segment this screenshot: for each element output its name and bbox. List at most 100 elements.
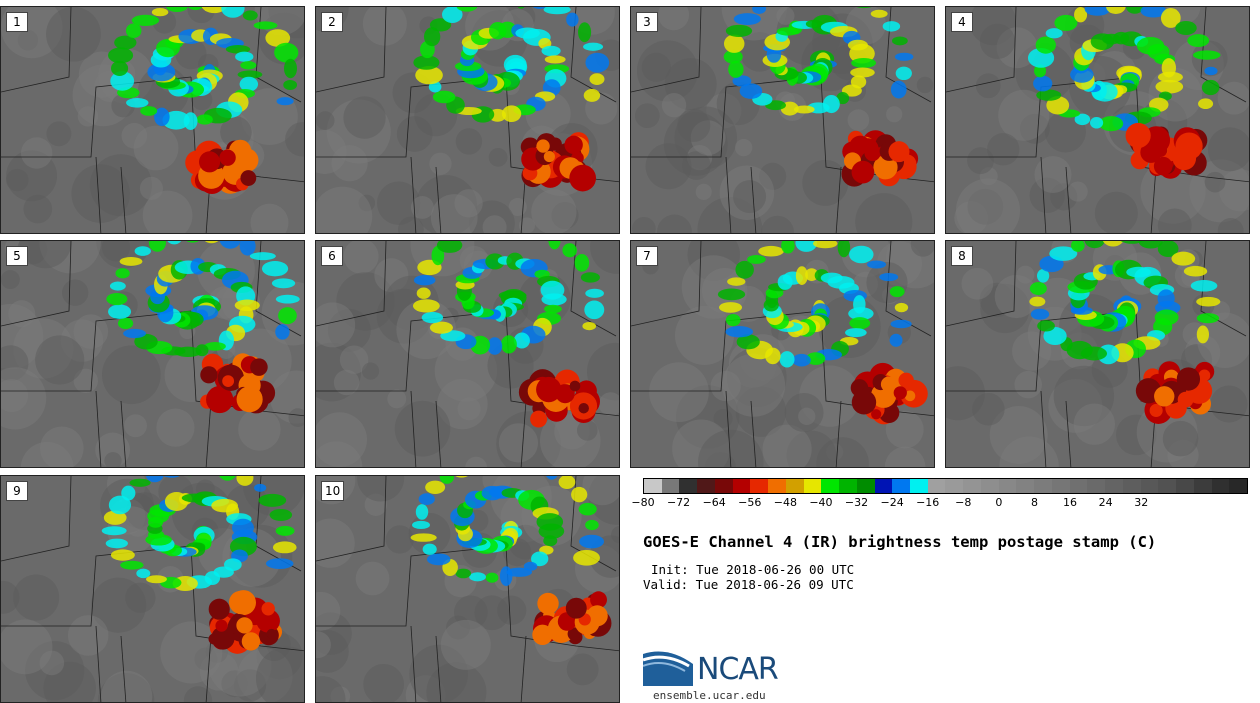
cloud-texture bbox=[23, 194, 53, 224]
cloud-band bbox=[792, 353, 811, 367]
cloud-band bbox=[813, 241, 838, 249]
cloud-band bbox=[558, 476, 576, 490]
cloud-band bbox=[574, 254, 590, 272]
convective-cell bbox=[1153, 142, 1168, 158]
cloud-band bbox=[1029, 282, 1047, 296]
cloud-band bbox=[1036, 89, 1062, 101]
cloud-texture bbox=[355, 561, 390, 596]
cloud-band bbox=[723, 34, 745, 53]
cloud-texture bbox=[13, 574, 60, 621]
cloud-texture bbox=[67, 615, 109, 656]
cloud-texture bbox=[975, 73, 1001, 99]
cloud-band bbox=[1106, 7, 1126, 14]
convective-cell bbox=[1149, 403, 1163, 417]
cloud-band bbox=[580, 272, 600, 283]
site-url: ensemble.ucar.edu bbox=[653, 689, 766, 702]
state-border bbox=[946, 7, 1017, 93]
stamp-panel-8: 8 bbox=[945, 240, 1250, 468]
cloud-band bbox=[418, 493, 435, 506]
cloud-band bbox=[410, 533, 437, 542]
cloud-texture bbox=[104, 452, 122, 467]
cloud-texture bbox=[316, 518, 355, 568]
cloud-texture bbox=[816, 437, 869, 467]
convective-cell bbox=[261, 602, 275, 616]
stamp-panel-5: 5 bbox=[0, 240, 305, 468]
state-border bbox=[120, 400, 127, 467]
state-border bbox=[95, 156, 102, 233]
cloud-band bbox=[589, 73, 605, 85]
convective-cell bbox=[530, 410, 548, 428]
cloud-texture bbox=[139, 176, 164, 200]
cloud-band bbox=[850, 67, 875, 78]
cloud-band bbox=[441, 7, 463, 23]
colorbar-tick-label: −64 bbox=[702, 496, 726, 509]
state-border bbox=[631, 241, 702, 327]
cloud-texture bbox=[288, 408, 304, 427]
cloud-band bbox=[544, 55, 566, 64]
cloud-texture bbox=[482, 215, 507, 233]
cloud-texture bbox=[1094, 191, 1138, 233]
cloud-band bbox=[541, 45, 561, 57]
cloud-texture bbox=[847, 109, 870, 131]
state-border bbox=[570, 7, 617, 103]
cloud-band bbox=[498, 21, 517, 38]
state-border bbox=[1200, 7, 1247, 103]
stamp-panel-10: 10 bbox=[315, 475, 620, 703]
cloud-band bbox=[485, 572, 499, 583]
cloud-band bbox=[1084, 241, 1105, 249]
cloud-texture bbox=[316, 591, 341, 631]
panel-number: 1 bbox=[6, 12, 28, 32]
cloud-band bbox=[1120, 241, 1144, 244]
cloud-band bbox=[805, 268, 819, 281]
cloud-texture bbox=[734, 138, 753, 157]
colorbar-swatch bbox=[998, 479, 1017, 493]
cloud-band bbox=[261, 261, 289, 277]
cloud-texture bbox=[255, 646, 304, 702]
cloud-band bbox=[1074, 7, 1088, 23]
cloud-band bbox=[890, 319, 912, 329]
cloud-band bbox=[413, 275, 436, 286]
cloud-texture bbox=[440, 619, 491, 670]
cloud-band bbox=[513, 332, 530, 349]
cloud-band bbox=[501, 105, 522, 123]
cloud-band bbox=[747, 254, 766, 264]
convective-cell bbox=[256, 609, 280, 633]
cloud-texture bbox=[430, 194, 478, 233]
cloud-band bbox=[851, 57, 877, 68]
colorbar-swatch bbox=[768, 479, 786, 493]
convective-cell bbox=[219, 149, 236, 166]
cloud-band bbox=[196, 114, 213, 125]
cloud-texture bbox=[910, 241, 934, 257]
cloud-band bbox=[1192, 50, 1221, 60]
cloud-texture bbox=[156, 408, 195, 447]
cloud-band bbox=[735, 260, 754, 279]
cloud-band bbox=[1138, 241, 1163, 249]
colorbar-ticks: −80 −72 −64 −56 −48 −40 −32 −24 −16 −8 0 8 16 24 32 bbox=[631, 496, 1248, 514]
figure-title: GOES-E Channel 4 (IR) brightness temp po… bbox=[643, 533, 1157, 551]
cloud-band bbox=[725, 326, 754, 338]
convective-cell bbox=[208, 598, 230, 620]
cloud-band bbox=[879, 272, 899, 282]
cloud-band bbox=[421, 311, 444, 324]
colorbar-swatch bbox=[750, 479, 769, 493]
cloud-band bbox=[186, 241, 199, 243]
cloud-band bbox=[546, 476, 558, 480]
colorbar-tick-label: −56 bbox=[738, 496, 762, 509]
state-border bbox=[1, 7, 72, 93]
cloud-texture bbox=[73, 314, 109, 349]
cloud-band bbox=[120, 560, 144, 570]
cloud-band bbox=[140, 106, 158, 116]
cloud-band bbox=[566, 12, 579, 27]
cloud-texture bbox=[776, 7, 795, 25]
cloud-band bbox=[882, 21, 901, 32]
cloud-band bbox=[543, 535, 558, 547]
convective-cell bbox=[898, 372, 914, 388]
state-border bbox=[1, 76, 192, 158]
cloud-band bbox=[727, 277, 746, 286]
cloud-band bbox=[204, 341, 226, 351]
cloud-band bbox=[236, 476, 254, 486]
cloud-band bbox=[894, 52, 914, 61]
cloud-texture bbox=[363, 663, 404, 702]
cloud-band bbox=[429, 321, 453, 334]
cloud-band bbox=[1036, 269, 1050, 283]
